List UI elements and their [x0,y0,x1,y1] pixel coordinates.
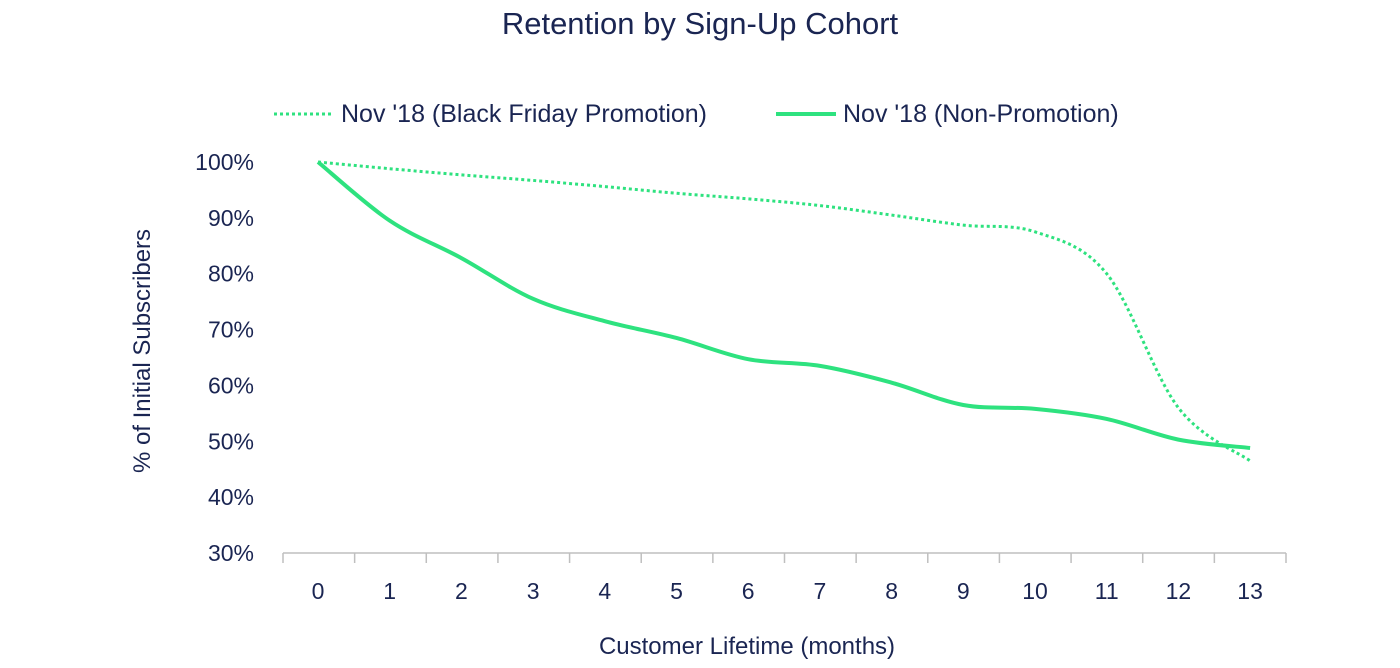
y-tick-label: 90% [208,205,254,231]
x-tick-label: 12 [1166,578,1192,604]
series-line-promotion [317,160,1251,463]
x-tick-label: 11 [1095,578,1119,604]
y-tick-label: 80% [208,261,254,287]
x-tick-label: 5 [670,578,683,604]
x-tick-label: 1 [383,578,396,604]
legend-label-non-promotion: Nov '18 (Non-Promotion) [843,100,1119,128]
y-axis-ticks: 100% 90% 80% 70% 60% 50% 40% 30% [195,149,254,566]
x-tick-label: 6 [742,578,755,604]
y-tick-label: 40% [208,484,254,510]
x-tick-label: 9 [957,578,970,604]
x-tick-label: 4 [598,578,611,604]
x-axis-label: Customer Lifetime (months) [599,633,895,660]
y-tick-label: 30% [208,540,254,566]
legend: Nov '18 (Black Friday Promotion) Nov '18… [274,100,1119,128]
x-tick-label: 13 [1237,578,1263,604]
x-tick-label: 10 [1022,578,1048,604]
x-tick-label: 3 [527,578,540,604]
x-tick-label: 7 [814,578,827,604]
y-tick-label: 70% [208,317,254,343]
x-axis: 0 1 2 3 4 5 6 7 8 9 10 11 12 13 [282,552,1287,604]
y-axis-label: % of Initial Subscribers [129,229,156,473]
x-tick-label: 2 [455,578,468,604]
y-tick-label: 60% [208,372,254,398]
x-tick-label: 8 [885,578,898,604]
y-tick-label: 100% [195,149,254,175]
chart-title: Retention by Sign-Up Cohort [502,6,899,41]
legend-label-promotion: Nov '18 (Black Friday Promotion) [341,100,707,128]
series-lines [316,160,1251,463]
y-tick-label: 50% [208,428,254,454]
x-tick-label: 0 [312,578,325,604]
series-line-non-promotion [316,160,1251,450]
